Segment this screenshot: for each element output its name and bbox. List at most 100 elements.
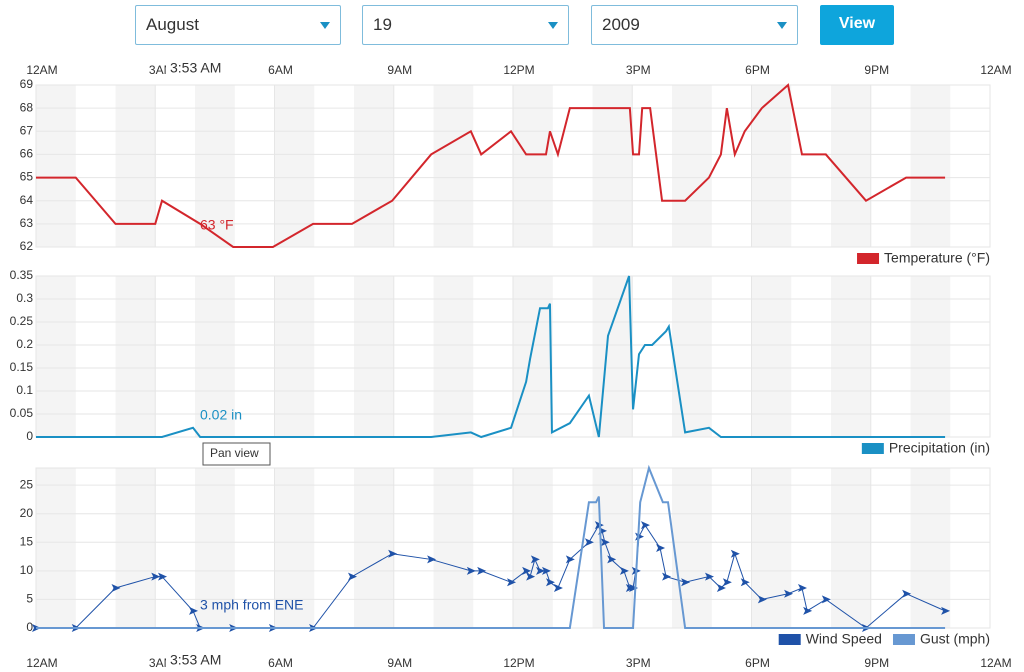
hour-band bbox=[354, 468, 394, 628]
wind-arrow bbox=[625, 584, 635, 592]
annotation: 63 °F bbox=[200, 217, 234, 233]
x-tick-label: 3PM bbox=[626, 63, 651, 77]
hour-band bbox=[592, 85, 633, 247]
y-tick-label: 0.35 bbox=[10, 268, 34, 282]
view-button[interactable]: View bbox=[820, 5, 894, 45]
y-tick-label: 68 bbox=[20, 100, 34, 114]
wind-arrow bbox=[662, 572, 672, 581]
wind-arrow bbox=[541, 566, 551, 575]
y-tick-label: 0.2 bbox=[16, 337, 33, 351]
hour-band bbox=[433, 468, 474, 628]
wind-arrow bbox=[477, 566, 487, 575]
wind-arrow bbox=[522, 566, 532, 575]
hour-band bbox=[354, 85, 394, 247]
day-select[interactable]: 19 bbox=[362, 5, 569, 45]
x-tick-label: 12AM bbox=[980, 63, 1011, 77]
wind-arrow bbox=[716, 584, 726, 592]
y-tick-label: 64 bbox=[20, 193, 34, 207]
hour-band bbox=[195, 85, 235, 247]
wind-arrow bbox=[466, 566, 476, 575]
wind-arrow bbox=[704, 572, 714, 581]
hour-band bbox=[592, 468, 633, 628]
wind-arrow bbox=[536, 566, 546, 575]
wind-arrow bbox=[740, 578, 750, 587]
y-tick-label: 63 bbox=[20, 216, 34, 230]
wind-arrow bbox=[681, 578, 691, 587]
y-tick-label: 0.3 bbox=[16, 291, 33, 305]
wind-arrow bbox=[553, 584, 563, 592]
wind-arrow bbox=[640, 521, 650, 530]
wind-arrow bbox=[189, 606, 199, 615]
hour-band bbox=[751, 85, 792, 247]
hour-band bbox=[513, 276, 553, 437]
hour-band bbox=[672, 85, 712, 247]
tooltip-text: Pan view bbox=[210, 446, 259, 460]
wind-arrow bbox=[111, 584, 121, 592]
wind-arrow bbox=[151, 572, 161, 581]
hour-band bbox=[195, 468, 235, 628]
y-tick-label: 0 bbox=[26, 620, 33, 634]
legend-label: Precipitation (in) bbox=[889, 440, 990, 456]
hour-band bbox=[910, 85, 951, 247]
y-tick-label: 65 bbox=[20, 170, 34, 184]
legend-label: Temperature (°F) bbox=[884, 250, 990, 266]
hour-band bbox=[115, 276, 156, 437]
wind-arrow bbox=[821, 595, 831, 604]
year-value: 2009 bbox=[602, 15, 640, 34]
x-tick-label: 6AM bbox=[268, 63, 293, 77]
hour-band bbox=[751, 276, 792, 437]
y-tick-label: 0.25 bbox=[10, 314, 34, 328]
hour-band bbox=[36, 85, 76, 247]
x-tick-label: 12PM bbox=[503, 656, 534, 670]
dropdown-arrow bbox=[777, 22, 787, 29]
wind-arrow bbox=[656, 544, 666, 552]
wind-arrow bbox=[619, 566, 629, 575]
wind-arrow bbox=[427, 555, 437, 564]
wind-arrow bbox=[348, 572, 358, 581]
dropdown-arrow bbox=[320, 22, 330, 29]
series-line bbox=[36, 524, 946, 629]
y-tick-label: 20 bbox=[20, 506, 34, 520]
hour-band bbox=[831, 468, 871, 628]
month-value: August bbox=[146, 15, 199, 34]
x-tick-label: 12AM bbox=[26, 63, 57, 77]
legend-swatch bbox=[778, 634, 801, 645]
wind-arrow bbox=[784, 589, 794, 598]
hour-band bbox=[751, 468, 792, 628]
legend-label: Wind Speed bbox=[806, 631, 882, 647]
y-tick-label: 62 bbox=[20, 239, 34, 253]
series-line bbox=[36, 464, 946, 629]
hour-band bbox=[910, 276, 951, 437]
x-tick-label: 6PM bbox=[745, 656, 770, 670]
year-select[interactable]: 2009 bbox=[591, 5, 798, 45]
x-tick-label: 9AM bbox=[387, 656, 412, 670]
wind-arrow bbox=[730, 549, 740, 558]
x-tick-label: 12AM bbox=[980, 656, 1011, 670]
wind-arrow bbox=[600, 538, 610, 547]
y-tick-label: 0.05 bbox=[10, 406, 34, 420]
legend-label: Gust (mph) bbox=[920, 631, 990, 647]
wind-arrow bbox=[629, 584, 639, 592]
y-tick-label: 10 bbox=[20, 563, 34, 577]
hour-band bbox=[274, 468, 315, 628]
cursor-time: 3:53 AM bbox=[170, 652, 221, 668]
hour-band bbox=[513, 85, 553, 247]
wind-arrow bbox=[902, 589, 912, 598]
y-tick-label: 0 bbox=[26, 429, 33, 443]
wind-arrow bbox=[545, 578, 555, 587]
y-tick-label: 67 bbox=[20, 123, 34, 137]
y-tick-label: 25 bbox=[20, 477, 34, 491]
series-line bbox=[36, 83, 946, 248]
x-tick-label: 12AM bbox=[26, 656, 57, 670]
wind-arrow bbox=[526, 572, 536, 581]
wind-arrow bbox=[941, 606, 951, 615]
hour-band bbox=[115, 468, 156, 628]
hour-band bbox=[195, 276, 235, 437]
x-tick-label: 6AM bbox=[268, 656, 293, 670]
hour-band bbox=[274, 85, 315, 247]
cursor-time-bg bbox=[166, 652, 228, 670]
wind-arrow bbox=[635, 532, 645, 541]
month-select[interactable]: August bbox=[135, 5, 341, 45]
hour-band bbox=[672, 276, 712, 437]
